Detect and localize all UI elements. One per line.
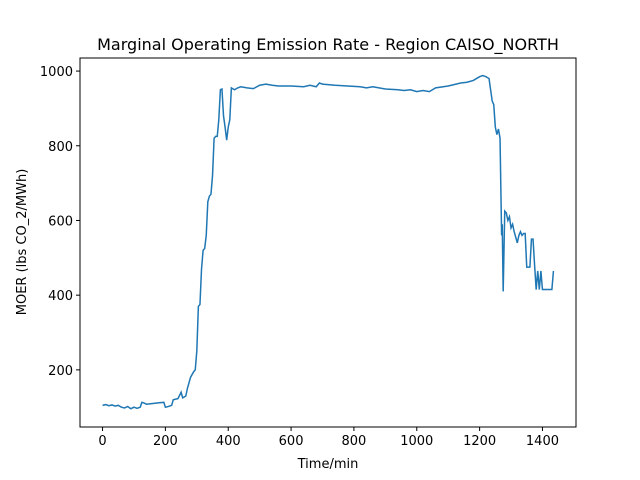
x-tick-label: 800 [342, 434, 367, 449]
x-tick-label: 600 [279, 434, 304, 449]
x-tick-label: 400 [216, 434, 241, 449]
y-tick-label: 400 [48, 289, 73, 304]
x-axis-label: Time/min [297, 457, 359, 472]
x-tick-label: 1000 [400, 434, 433, 449]
y-tick-label: 800 [48, 140, 73, 155]
plot-frame [79, 57, 577, 428]
x-tick-label: 200 [153, 434, 178, 449]
x-tick-label: 0 [98, 434, 106, 449]
chart-title: Marginal Operating Emission Rate - Regio… [97, 35, 559, 55]
y-tick-label: 1000 [40, 65, 73, 80]
y-tick-label: 600 [48, 214, 73, 229]
y-axis-label: MOER (lbs CO_2/MWh) [15, 169, 30, 316]
x-tick-label: 1200 [463, 434, 496, 449]
x-tick-label: 1400 [526, 434, 559, 449]
data-line [102, 74, 555, 410]
y-tick-label: 200 [48, 364, 73, 379]
